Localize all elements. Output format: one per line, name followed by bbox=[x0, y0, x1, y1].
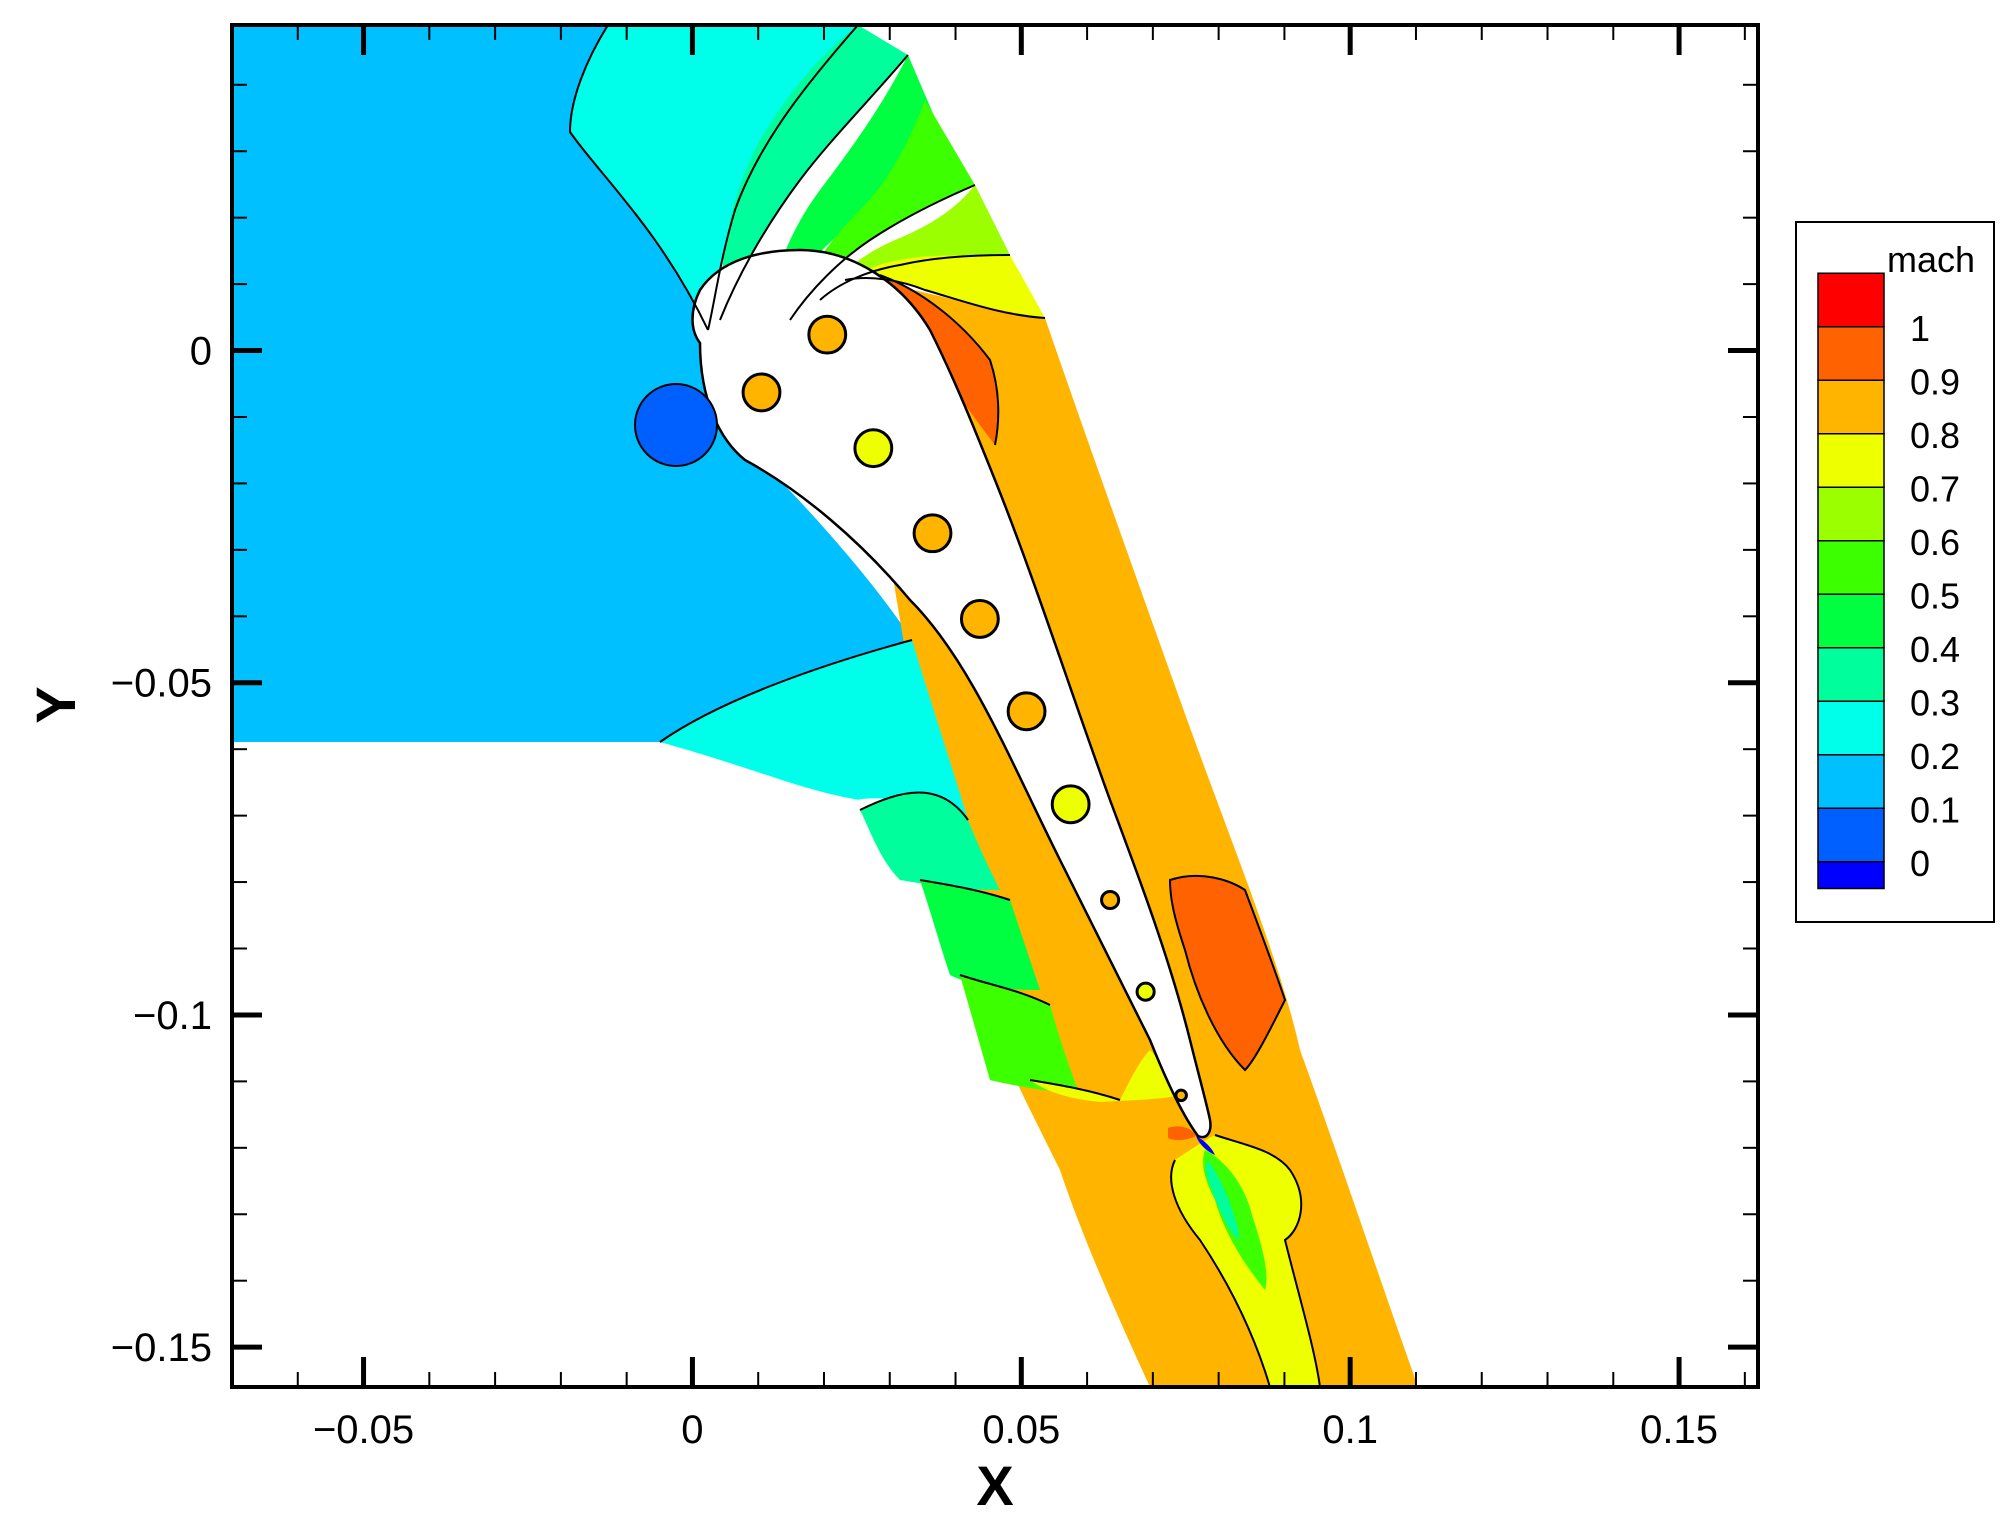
legend-swatch bbox=[1817, 540, 1885, 595]
cooling-hole bbox=[853, 428, 894, 469]
y-axis-title: Y bbox=[24, 686, 87, 723]
axes: −0.05 0 0.05 0.1 0.15 0 −0.05 −0.1 −0.15 bbox=[111, 25, 1758, 1452]
cooling-hole bbox=[1050, 784, 1091, 825]
legend-swatch bbox=[1817, 807, 1885, 863]
cooling-hole bbox=[959, 599, 1000, 639]
legend-label: 1 bbox=[1910, 308, 1930, 349]
legend-label: 0.2 bbox=[1910, 736, 1960, 777]
cooling-hole bbox=[912, 513, 953, 554]
x-tick-label: −0.05 bbox=[313, 1408, 414, 1452]
legend-swatch bbox=[1817, 272, 1885, 328]
legend-label: 0.4 bbox=[1910, 629, 1960, 670]
legend-swatch bbox=[1817, 647, 1885, 702]
x-tick-label: 0 bbox=[681, 1408, 703, 1452]
legend-label: 0.9 bbox=[1910, 361, 1960, 402]
cooling-hole bbox=[741, 372, 782, 413]
region-pressure-yellow bbox=[1030, 1050, 1180, 1102]
y-tick-label: 0 bbox=[190, 330, 212, 374]
contour-line bbox=[1168, 874, 1287, 1072]
contour-line bbox=[568, 25, 709, 331]
legend: mach 1 0.9 0.8 0.7 0.6 0.5 0.4 0.3 0.2 0.1 0 bbox=[1795, 221, 1995, 923]
cooling-hole bbox=[1135, 981, 1156, 1002]
legend-swatch bbox=[1817, 754, 1885, 809]
contour-line bbox=[707, 25, 859, 331]
region-pressure-green bbox=[920, 880, 1040, 990]
legend-swatch bbox=[1817, 326, 1885, 381]
contour-line bbox=[1029, 1079, 1121, 1101]
contour-line bbox=[1170, 1159, 1271, 1387]
region-upstream bbox=[232, 25, 912, 742]
y-tick-label: −0.05 bbox=[111, 662, 212, 706]
legend-label: 0 bbox=[1910, 843, 1930, 884]
legend-label: 0.1 bbox=[1910, 789, 1960, 830]
contour-line bbox=[859, 791, 969, 821]
contour-line bbox=[659, 639, 913, 743]
legend-swatch bbox=[1817, 379, 1885, 435]
legend-title: mach bbox=[1887, 239, 1975, 280]
contour-line bbox=[879, 274, 1000, 446]
legend-swatch bbox=[1817, 861, 1885, 890]
x-tick-label: 0.1 bbox=[1322, 1408, 1378, 1452]
legend-swatch bbox=[1817, 486, 1885, 542]
contour-line bbox=[844, 277, 1046, 319]
cooling-hole bbox=[1174, 1088, 1188, 1103]
legend-label: 0.8 bbox=[1910, 415, 1960, 456]
region-wake-core bbox=[1206, 1160, 1239, 1240]
region-pressure-cyan bbox=[660, 640, 968, 820]
legend-swatch bbox=[1817, 700, 1885, 756]
x-tick-label: 0.05 bbox=[982, 1408, 1060, 1452]
legend-swatch bbox=[1817, 433, 1885, 488]
region-te-small-peak bbox=[1168, 1126, 1196, 1141]
contour-line bbox=[1214, 1134, 1321, 1387]
region-te-low bbox=[1196, 1136, 1215, 1155]
contour-field bbox=[232, 25, 1418, 1387]
contour-line bbox=[919, 879, 1011, 901]
inlet-circle bbox=[634, 383, 718, 467]
legend-label: 0.6 bbox=[1910, 522, 1960, 563]
blade-profile bbox=[691, 248, 1212, 1139]
contour-line bbox=[959, 974, 1051, 1006]
legend-swatch bbox=[1817, 593, 1885, 649]
contour-line bbox=[789, 184, 976, 321]
contour-line bbox=[819, 254, 1011, 301]
cooling-hole bbox=[1006, 691, 1047, 732]
cooling-hole bbox=[1100, 889, 1121, 911]
legend-label: 0.5 bbox=[1910, 575, 1960, 616]
x-tick-label: 0.15 bbox=[1640, 1408, 1718, 1452]
x-axis-title: X bbox=[976, 1454, 1013, 1513]
cooling-holes bbox=[741, 314, 1188, 1103]
contour-line bbox=[719, 54, 909, 321]
y-tick-label: −0.1 bbox=[133, 994, 212, 1038]
region-suction-yellow bbox=[845, 255, 1045, 318]
region-te-peak bbox=[1170, 875, 1285, 1070]
y-tick-label: −0.15 bbox=[111, 1326, 212, 1370]
legend-label: 0.7 bbox=[1910, 468, 1960, 509]
region-suction-aqua bbox=[720, 25, 908, 320]
cooling-hole bbox=[807, 314, 848, 355]
plot-frame bbox=[230, 23, 1760, 1389]
legend-label: 0.3 bbox=[1910, 682, 1960, 723]
